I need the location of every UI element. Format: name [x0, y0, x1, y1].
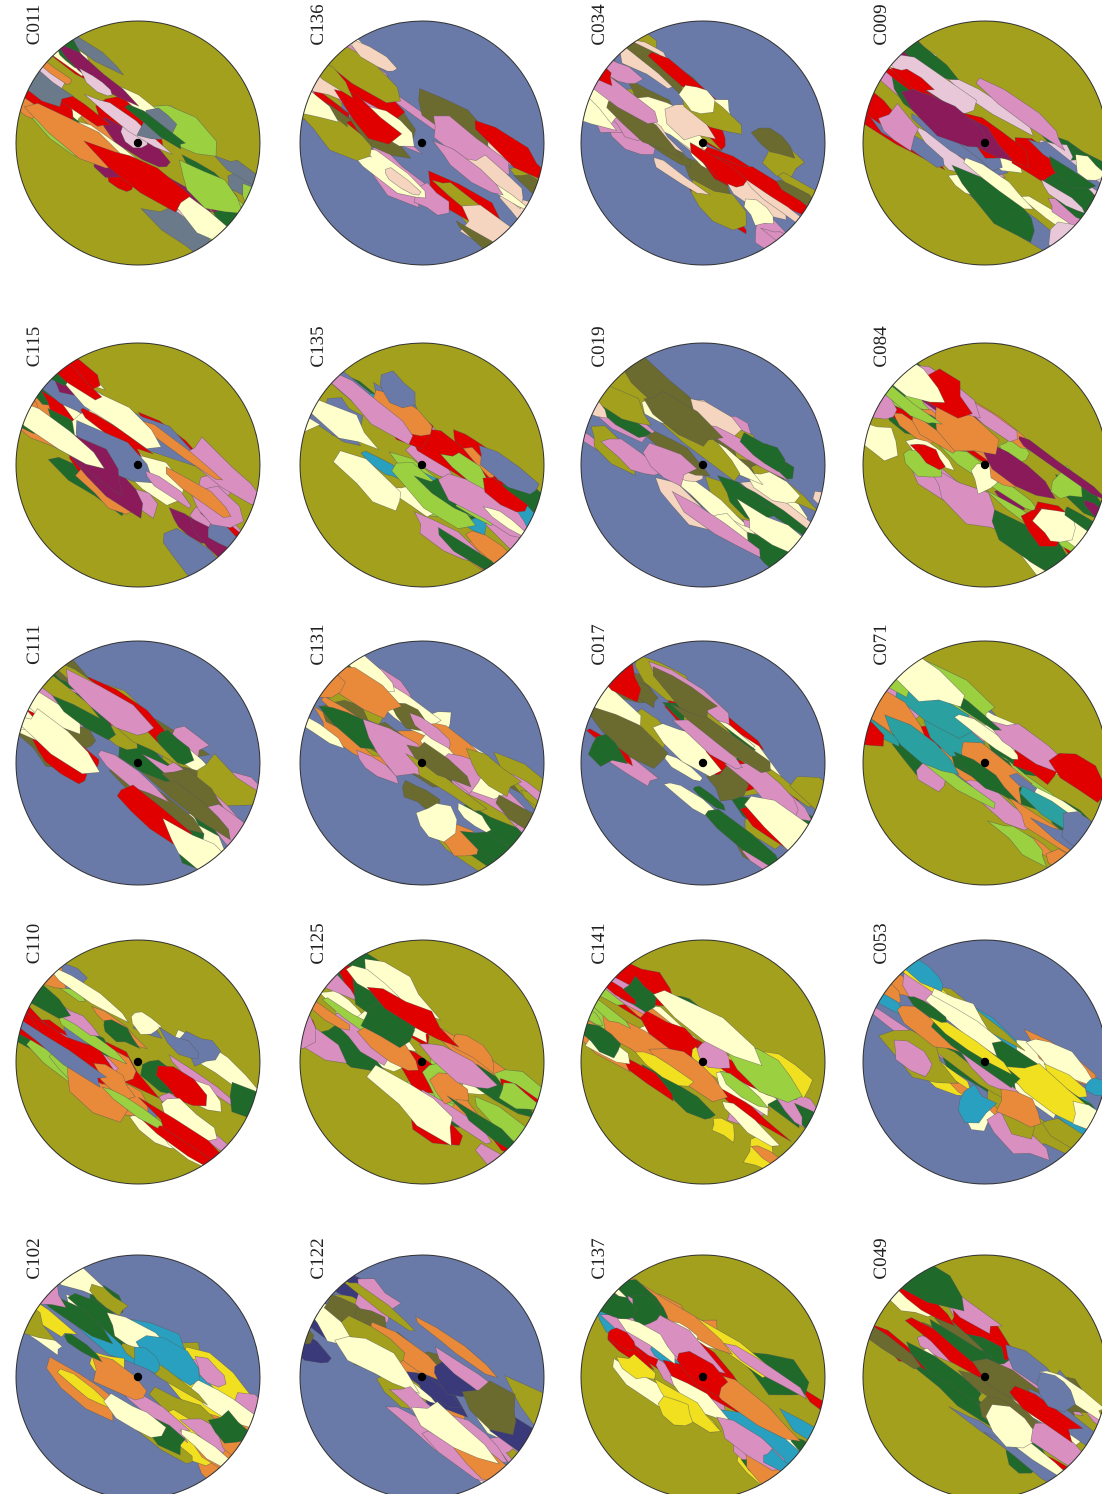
map-c135: C135 [270, 326, 580, 594]
map-label: C111 [23, 625, 44, 665]
centre-point-marker [134, 1058, 142, 1066]
centre-point-marker [699, 1373, 707, 1381]
map-c009: C009 [833, 4, 1102, 265]
map-label: C053 [870, 923, 891, 964]
map-label: C137 [588, 1238, 609, 1279]
map-label: C071 [870, 624, 891, 665]
map-c131: C131 [289, 624, 584, 885]
centre-point-marker [981, 139, 989, 147]
centre-point-marker [981, 461, 989, 469]
centre-point-marker [981, 1058, 989, 1066]
centre-point-marker [134, 139, 142, 147]
centre-point-marker [981, 759, 989, 767]
centre-point-marker [418, 759, 426, 767]
map-c137: C137 [567, 1238, 872, 1494]
map-label: C034 [588, 4, 609, 46]
centre-point-marker [134, 759, 142, 767]
unit-patch [813, 491, 851, 522]
map-label: C135 [307, 326, 328, 367]
map-label: C019 [588, 326, 609, 367]
centre-point-marker [981, 1373, 989, 1381]
map-label: C141 [588, 923, 609, 964]
centre-point-marker [699, 139, 707, 147]
map-c122: C122 [264, 1238, 582, 1494]
map-label: C125 [307, 923, 328, 964]
unit-patch [553, 409, 588, 440]
centre-point-marker [418, 1373, 426, 1381]
map-c084: C084 [844, 326, 1102, 605]
unit-patch [506, 1449, 552, 1484]
unit-patch [1046, 849, 1084, 878]
centre-point-marker [418, 139, 426, 147]
map-label: C009 [870, 4, 891, 45]
map-c115: C115 [0, 327, 279, 589]
map-c102: C102 [0, 1238, 296, 1494]
map-label: C122 [307, 1238, 328, 1279]
map-label: C136 [307, 4, 328, 45]
map-label: C115 [23, 327, 44, 367]
unit-patch [567, 391, 608, 418]
unit-patch [1049, 222, 1102, 265]
map-c053: C053 [853, 923, 1102, 1184]
map-label: C011 [23, 5, 44, 45]
map-c017: C017 [537, 624, 877, 885]
centre-point-marker [418, 461, 426, 469]
map-c125: C125 [258, 923, 572, 1188]
map-c111: C111 [0, 625, 268, 885]
centre-point-marker [134, 1373, 142, 1381]
unit-patch [280, 1315, 314, 1344]
centre-point-marker [699, 1058, 707, 1066]
centre-point-marker [699, 759, 707, 767]
map-label: C017 [588, 624, 609, 665]
map-c049: C049 [841, 1238, 1102, 1494]
map-label: C102 [23, 1238, 44, 1279]
map-c136: C136 [258, 4, 571, 273]
map-label: C049 [870, 1238, 891, 1279]
map-c011: C011 [0, 5, 285, 272]
centre-point-marker [418, 1058, 426, 1066]
map-c019: C019 [542, 326, 851, 593]
map-c141: C141 [549, 923, 844, 1184]
map-label: C110 [23, 924, 44, 964]
map-label: C084 [870, 326, 891, 368]
unit-patch [243, 184, 278, 218]
centre-point-marker [134, 461, 142, 469]
unit-patch [575, 49, 612, 86]
centre-point-marker [699, 461, 707, 469]
map-c110: C110 [0, 924, 291, 1184]
map-c071: C071 [813, 624, 1102, 885]
map-c034: C034 [525, 4, 860, 274]
map-label: C131 [307, 624, 328, 665]
